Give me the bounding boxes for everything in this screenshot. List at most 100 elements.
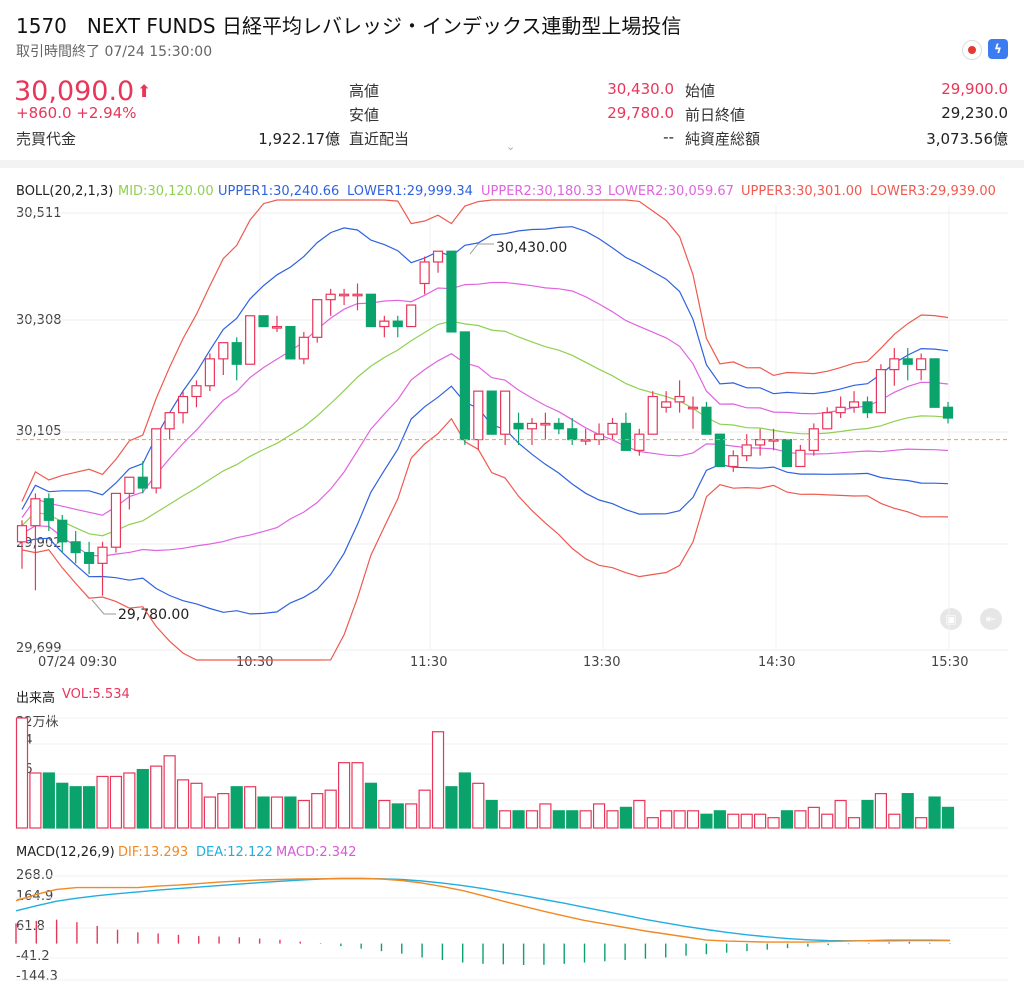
chevron-down-icon[interactable]: ⌄	[506, 140, 516, 153]
volume-bar	[217, 793, 230, 829]
volume-bar	[109, 775, 123, 829]
volume-bar	[431, 731, 445, 829]
volume-bar	[888, 813, 901, 829]
candle-body	[16, 525, 28, 543]
volume-bar	[83, 786, 96, 829]
candle-body	[486, 390, 497, 435]
volume-bar	[767, 817, 780, 829]
candle-body	[526, 422, 538, 430]
volume-bar	[713, 810, 726, 829]
candle-body	[929, 358, 940, 408]
volume-bar	[405, 803, 418, 829]
japan-flag-icon	[962, 40, 982, 60]
volume-bar	[203, 796, 216, 829]
volume-bar	[270, 796, 284, 829]
y-tick: 29,699	[16, 641, 62, 656]
candle-body	[607, 422, 618, 435]
candle-body	[392, 320, 403, 328]
volume-bar	[324, 789, 337, 829]
volume-bar	[928, 796, 941, 829]
scroll-latest-icon[interactable]: ⇤	[980, 608, 1002, 630]
low-marker-label: 29,780.00	[118, 607, 190, 623]
candle-body	[553, 422, 564, 430]
open-label: 始値	[685, 82, 716, 100]
candle-body	[352, 293, 363, 297]
volume-bar	[472, 782, 485, 829]
candle-body	[204, 358, 215, 387]
volume-bar	[780, 810, 794, 829]
boll-lower1-line	[21, 385, 949, 615]
volume-bar	[284, 796, 297, 829]
candle-body	[191, 385, 202, 398]
volume-bar	[660, 810, 673, 829]
boll-name: BOLL(20,2,1,3)	[16, 184, 114, 199]
volume-bar	[512, 810, 525, 829]
volume-bar	[552, 810, 565, 829]
volume-bar	[847, 817, 861, 829]
x-tick: 13:30	[583, 655, 621, 670]
boll-lower3: LOWER3:29,939.00	[870, 184, 996, 199]
candle-body	[848, 401, 860, 408]
volume-bar	[123, 772, 136, 829]
nav-label: 純資産総額	[685, 130, 761, 148]
macd-dea: DEA:12.122	[196, 845, 273, 860]
candle-body	[822, 412, 833, 430]
volume-bar	[606, 810, 619, 829]
volume-bar	[176, 779, 190, 829]
candle-body	[875, 369, 886, 414]
volume-bar	[727, 813, 740, 829]
volume-bar	[579, 810, 592, 829]
candle-body	[714, 433, 725, 468]
x-tick: 07/24 09:30	[38, 655, 118, 670]
candle-body	[338, 293, 350, 297]
volume-bar	[874, 793, 887, 829]
candle-body	[419, 261, 430, 285]
volume-bar	[337, 762, 351, 829]
turnover-value: 1,922.17億	[258, 130, 340, 148]
candle-body	[271, 325, 283, 329]
macd-dif: DIF:13.293	[118, 845, 189, 860]
volume-bar	[740, 813, 753, 829]
candle-body	[795, 449, 806, 468]
volume-bar	[700, 813, 713, 829]
volume-bar	[794, 810, 807, 829]
candle-body	[446, 250, 457, 333]
volume-bar	[56, 782, 69, 829]
x-tick: 10:30	[236, 655, 274, 670]
volume-bar	[378, 799, 391, 829]
volume-bar	[525, 810, 539, 829]
candle-body	[701, 406, 712, 435]
candle-body	[137, 476, 148, 489]
candle-body	[647, 395, 658, 435]
candle-body	[218, 342, 229, 360]
candle-body	[110, 492, 122, 548]
volume-bar	[566, 810, 579, 829]
volume-bar	[136, 768, 149, 829]
lightning-icon[interactable]: ϟ	[988, 39, 1008, 59]
up-arrow-icon: ⬆	[137, 82, 152, 102]
candle-body	[755, 438, 766, 446]
volume-bar	[901, 793, 914, 829]
volume-bar	[42, 772, 55, 829]
volume-title: 出来高	[16, 691, 56, 706]
volume-bar	[96, 775, 109, 829]
macd-tick: -41.2	[16, 949, 50, 964]
x-tick: 11:30	[410, 655, 448, 670]
volume-bar	[807, 806, 820, 829]
candle-body	[781, 438, 793, 468]
boll-lower2-line	[21, 352, 949, 557]
candle-body	[902, 358, 913, 365]
candle-body	[365, 293, 377, 328]
high-marker-leader	[469, 243, 494, 255]
candle-body	[473, 390, 484, 441]
boll-upper2: UPPER2:30,180.33	[481, 184, 603, 199]
candle-body	[513, 422, 524, 430]
candle-body	[432, 250, 444, 263]
candle-body	[620, 422, 632, 451]
volume-bar	[15, 717, 29, 829]
candle-body	[728, 455, 739, 468]
volume-bar	[29, 772, 42, 829]
volume-bar	[257, 796, 270, 829]
zoom-fit-icon[interactable]: ▣	[940, 608, 962, 630]
